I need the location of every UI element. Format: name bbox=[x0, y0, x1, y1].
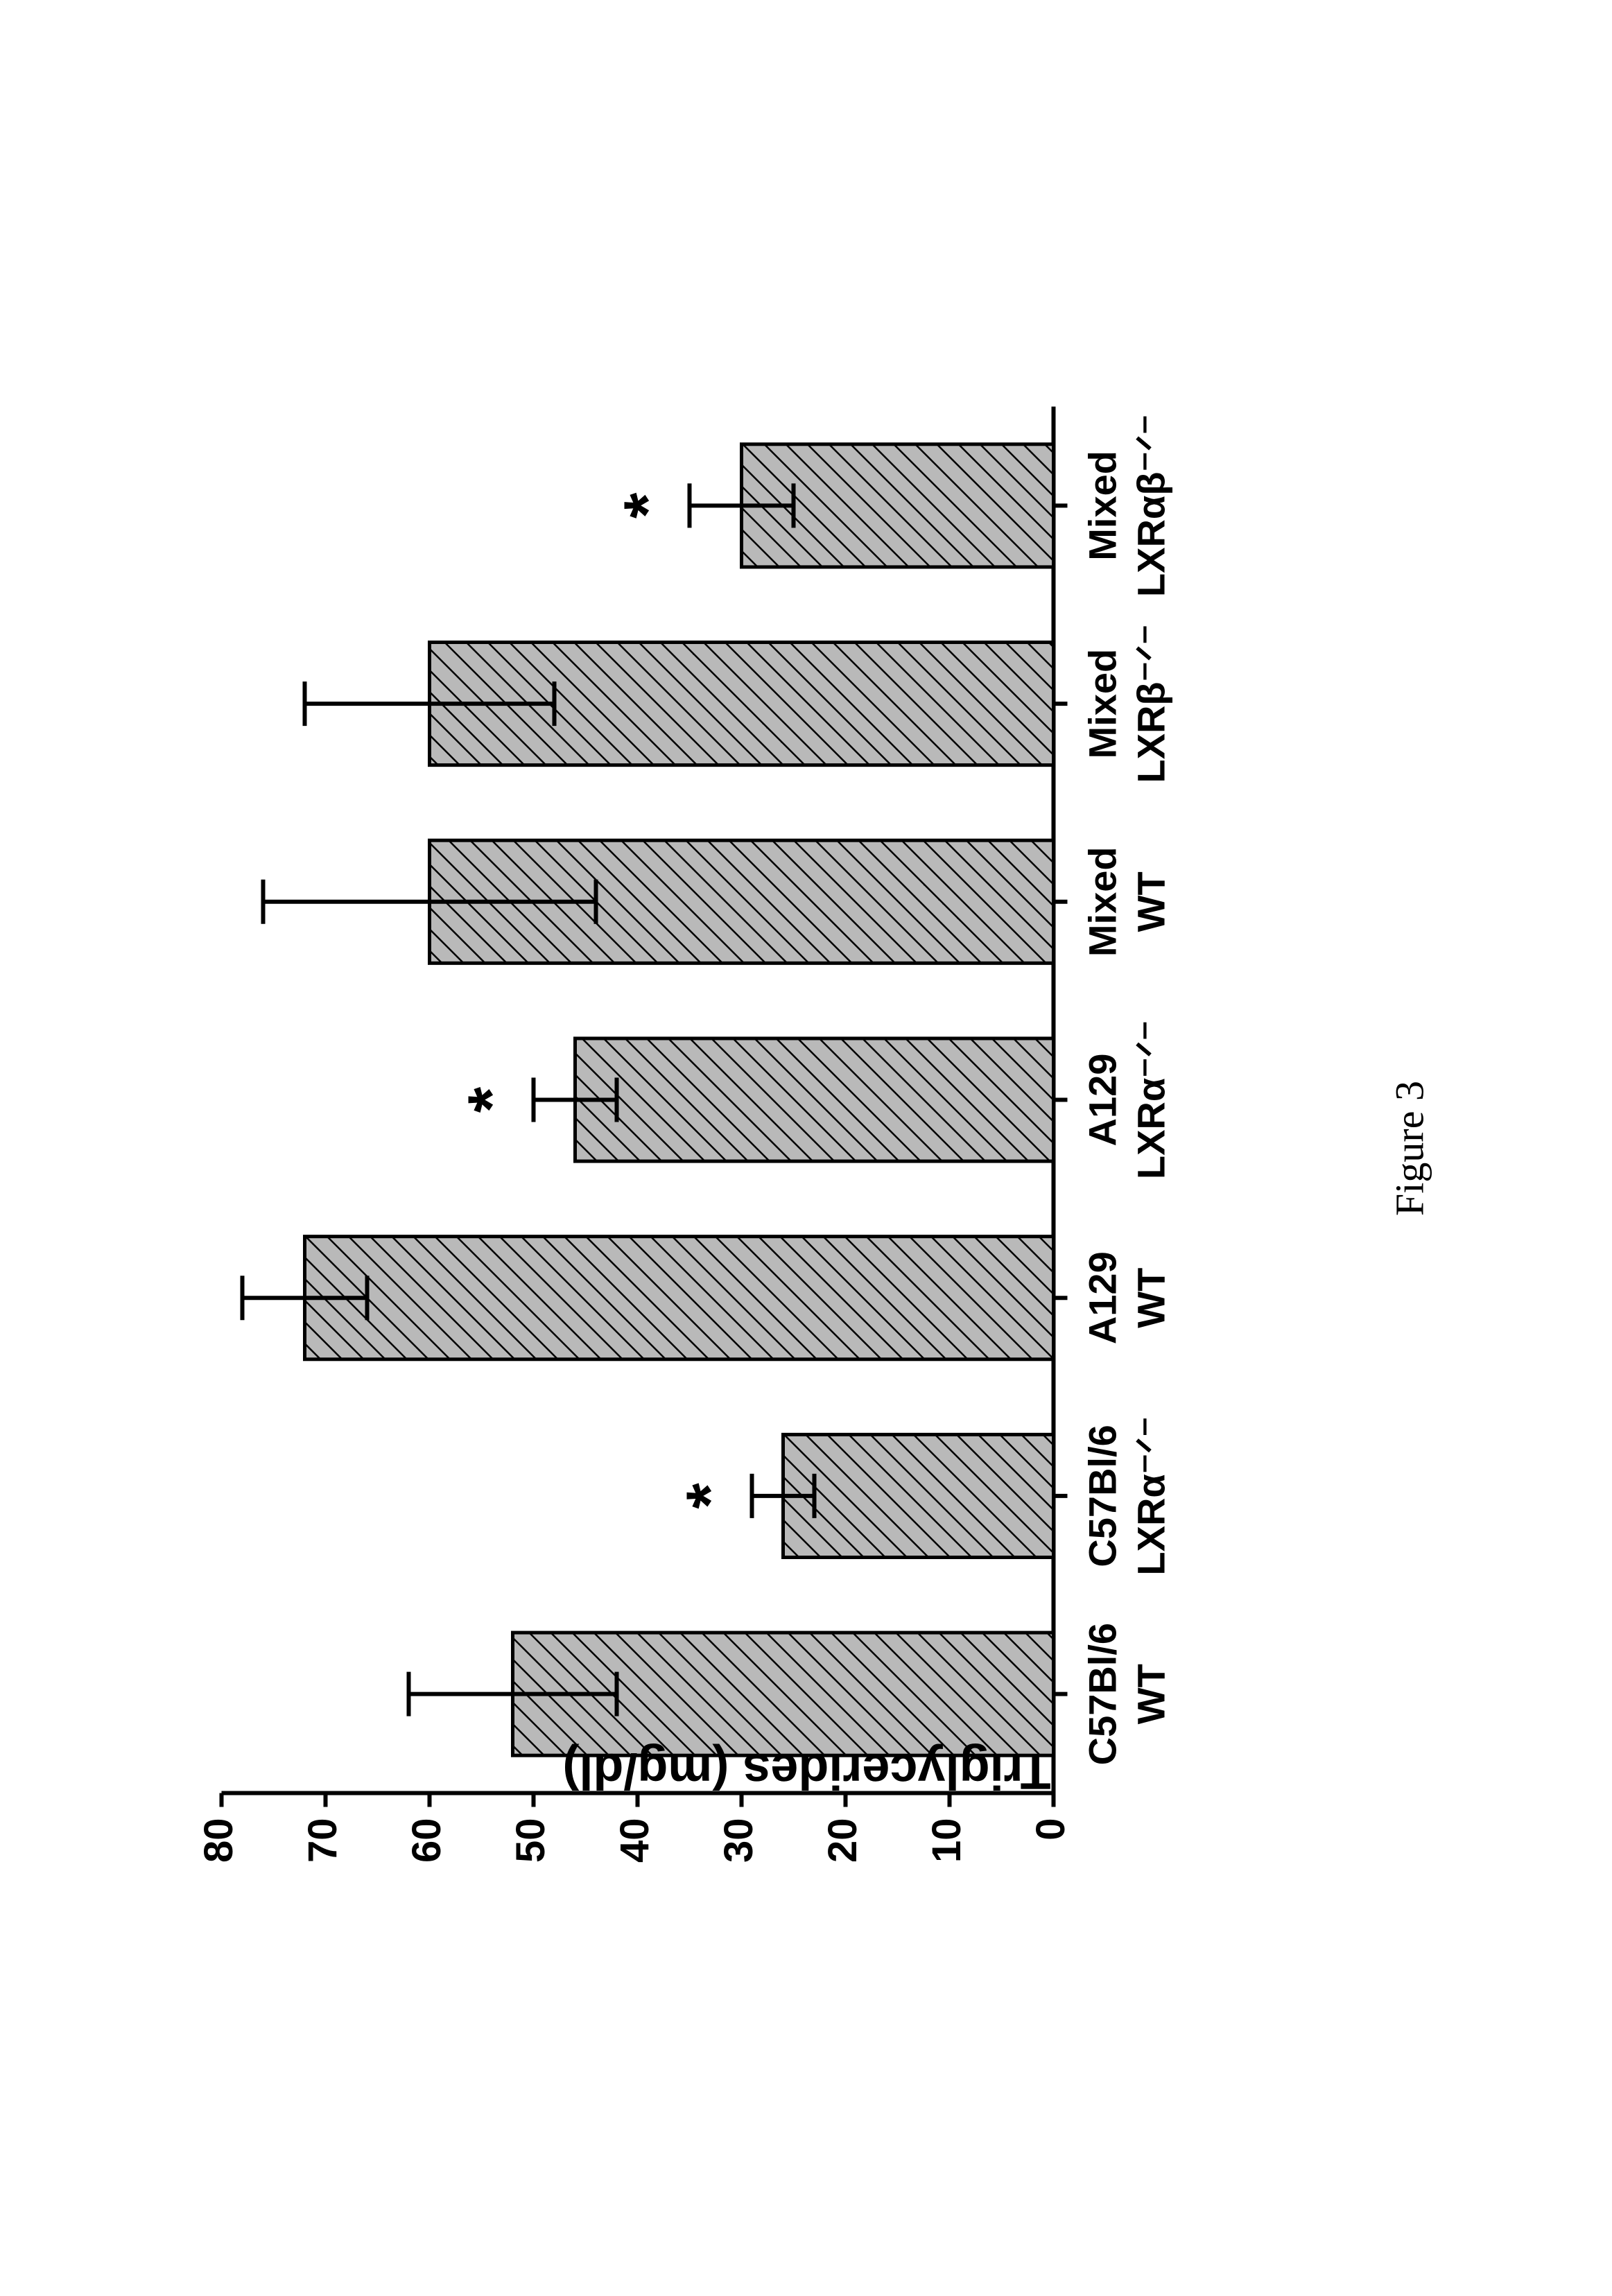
x-tick-label-line2: LXRβ⁻ᐟ⁻ bbox=[1129, 624, 1172, 783]
x-tick-label-line2: LXRαβ⁻ᐟ⁻ bbox=[1129, 414, 1172, 596]
figure-caption: Figure 3 bbox=[1387, 1081, 1432, 1216]
x-tick-label-line2: WT bbox=[1129, 1267, 1172, 1328]
x-tick-label-line1: C57Bl/6 bbox=[1080, 1425, 1124, 1567]
x-tick-label-line1: Mixed bbox=[1080, 846, 1124, 957]
bar bbox=[783, 1434, 1053, 1557]
x-tick-label-line2: LXRα⁻ᐟ⁻ bbox=[1129, 1020, 1172, 1179]
x-tick-label-line2: LXRα⁻ᐟ⁻ bbox=[1129, 1416, 1172, 1575]
chart-container: Triglycerides (mg/dl) 0 10 20 30 40 50 60 70 80 C… bbox=[180, 365, 1432, 1931]
x-tick-label-line2: WT bbox=[1129, 871, 1172, 932]
y-tick-label: 0 bbox=[1028, 1818, 1073, 1840]
y-tick-label: 10 bbox=[924, 1818, 969, 1863]
y-axis-label: Triglycerides (mg/dl) bbox=[562, 1742, 1050, 1799]
x-tick-label-line1: Mixed bbox=[1080, 648, 1124, 758]
significance-star: * bbox=[610, 492, 684, 519]
y-tick-label: 20 bbox=[820, 1818, 865, 1863]
bar bbox=[575, 1038, 1053, 1160]
chart-rotator: Triglycerides (mg/dl) 0 10 20 30 40 50 60 70 80 C… bbox=[180, 365, 1432, 1931]
significance-star: * bbox=[454, 1086, 528, 1113]
y-tick-label: 70 bbox=[300, 1818, 345, 1863]
x-tick-label-line2: WT bbox=[1129, 1664, 1172, 1724]
x-tick-label-line1: A129 bbox=[1080, 1251, 1124, 1344]
significance-star: * bbox=[673, 1482, 747, 1508]
bar-chart: 01020304050607080C57Bl/6WT*C57Bl/6LXRα⁻ᐟ… bbox=[180, 365, 1303, 1931]
bar bbox=[304, 1236, 1053, 1359]
y-tick-label: 50 bbox=[508, 1818, 553, 1863]
y-tick-label: 80 bbox=[196, 1818, 241, 1863]
x-tick-label-line1: C57Bl/6 bbox=[1080, 1622, 1124, 1764]
x-tick-label-line1: Mixed bbox=[1080, 451, 1124, 561]
y-tick-label: 60 bbox=[404, 1818, 449, 1863]
page: Triglycerides (mg/dl) 0 10 20 30 40 50 60 70 80 C… bbox=[0, 0, 1612, 2296]
y-tick-label: 40 bbox=[612, 1818, 657, 1863]
x-tick-label-line1: A129 bbox=[1080, 1053, 1124, 1146]
y-tick-label: 30 bbox=[716, 1818, 761, 1863]
